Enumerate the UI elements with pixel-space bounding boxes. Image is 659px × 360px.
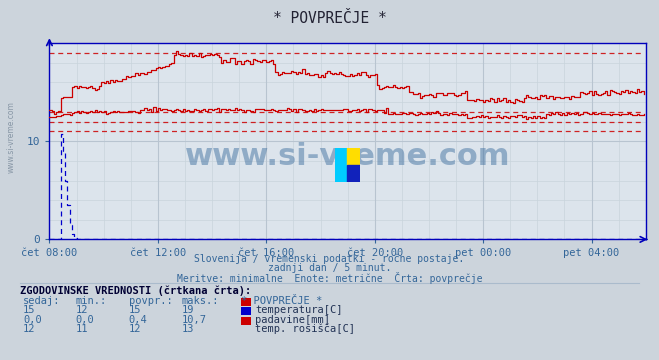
Text: 10,7: 10,7 — [181, 315, 206, 325]
Bar — [347, 148, 360, 165]
Text: 12: 12 — [76, 305, 88, 315]
Text: ZGODOVINSKE VREDNOSTI (črtkana črta):: ZGODOVINSKE VREDNOSTI (črtkana črta): — [20, 285, 251, 296]
Text: povpr.:: povpr.: — [129, 296, 172, 306]
Text: 19: 19 — [181, 305, 194, 315]
Text: maks.:: maks.: — [181, 296, 219, 306]
Text: padavine[mm]: padavine[mm] — [255, 315, 330, 325]
Text: 0,4: 0,4 — [129, 315, 147, 325]
Text: 11: 11 — [76, 324, 88, 334]
Text: 0,0: 0,0 — [76, 315, 94, 325]
Text: temp. rosišča[C]: temp. rosišča[C] — [255, 324, 355, 334]
Text: www.si-vreme.com: www.si-vreme.com — [185, 143, 510, 171]
Text: 0,0: 0,0 — [23, 315, 42, 325]
Text: 12: 12 — [129, 324, 141, 334]
Text: min.:: min.: — [76, 296, 107, 306]
Text: 13: 13 — [181, 324, 194, 334]
Text: temperatura[C]: temperatura[C] — [255, 305, 343, 315]
Bar — [335, 148, 347, 182]
Text: 15: 15 — [129, 305, 141, 315]
Text: zadnji dan / 5 minut.: zadnji dan / 5 minut. — [268, 263, 391, 273]
Text: * POVPREČJE *: * POVPREČJE * — [241, 296, 322, 306]
Text: www.si-vreme.com: www.si-vreme.com — [7, 101, 16, 173]
Text: Meritve: minimalne  Enote: metrične  Črta: povprečje: Meritve: minimalne Enote: metrične Črta:… — [177, 272, 482, 284]
Text: 15: 15 — [23, 305, 36, 315]
Text: sedaj:: sedaj: — [23, 296, 61, 306]
Text: * POVPREČJE *: * POVPREČJE * — [273, 11, 386, 26]
Text: Slovenija / vremenski podatki - ročne postaje.: Slovenija / vremenski podatki - ročne po… — [194, 254, 465, 264]
Bar — [347, 165, 360, 182]
Text: 12: 12 — [23, 324, 36, 334]
